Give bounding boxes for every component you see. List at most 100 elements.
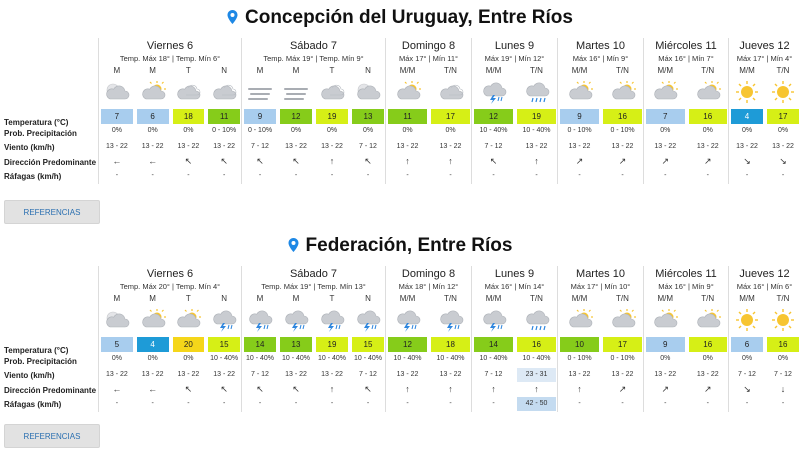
period-label: M (256, 294, 264, 303)
wind-direction-arrow: ↑ (448, 384, 453, 394)
references-button[interactable]: REFERENCIAS (4, 200, 100, 224)
partly-cloudy-icon (396, 81, 421, 100)
precipitation-cell: 0% (290, 127, 302, 134)
day-column-miercoles: Miércoles 11 Máx 16° | Mín 9° M/M 9 0% 13 - 2… (643, 266, 728, 412)
forecast-slot: M 12 0% 13 - 22 ↖ - (278, 38, 314, 184)
forecast-grid: Temperatura (°C) Prob. Precipitación Vient… (0, 38, 800, 188)
day-temps: Temp. Máx 20° | Temp. Mín 4° (119, 282, 221, 291)
precipitation-cell: 0% (702, 127, 713, 134)
day-column-sabado: Sábado 7 Temp. Máx 19° | Temp. Mín 13° M 14… (241, 266, 385, 412)
forecast-slot: M 13 10 - 40% 13 - 22 ↖ - (278, 266, 314, 412)
period-label: N (221, 294, 228, 303)
gust-cell: - (294, 172, 298, 179)
fog-icon (248, 88, 272, 100)
wind-cell: 13 - 22 (321, 143, 343, 150)
wind-cell: 13 - 22 (177, 371, 200, 378)
temperature-cell: 17 (603, 337, 642, 352)
wind-cell: 13 - 22 (105, 143, 128, 150)
day-column-miercoles: Miércoles 11 Máx 16° | Mín 7° M/M 7 0% 13 - 2… (643, 38, 728, 184)
forecast-slot: M/M 4 0% 13 - 22 ↘ - (729, 38, 765, 184)
day-temps: Máx 17° | Mín 10° (570, 282, 631, 291)
location-name: Federación, Entre Ríos (305, 235, 513, 256)
day-name: Domingo 8 (401, 268, 456, 280)
day-name: Jueves 12 (739, 40, 790, 52)
period-label: N (365, 66, 371, 75)
day-column-viernes: Viernes 6 Temp. Máx 18° | Temp. Mín 6° M 7 0… (98, 38, 241, 184)
temperature-cell: 9 (560, 109, 599, 124)
day-temps: Máx 16° | Mín 9° (658, 282, 714, 291)
forecast-slot: T 19 10 - 40% 13 - 22 ↑ - (314, 266, 350, 412)
period-label: M/M (571, 66, 588, 75)
partly-cloudy-icon (654, 309, 679, 328)
precipitation-cell: 0% (660, 355, 671, 362)
gust-cell: - (187, 172, 190, 179)
wind-cell: 13 - 22 (285, 371, 307, 378)
gust-cell: - (492, 172, 495, 179)
cloudy-icon (439, 84, 463, 100)
storm-icon (249, 310, 273, 332)
day-temps: Máx 19° | Mín 12° (484, 54, 545, 63)
precipitation-cell: 0 - 10% (610, 355, 635, 362)
partly-cloudy-icon (611, 309, 636, 328)
forecast-slot: N 15 10 - 40% 7 - 12 ↖ - (350, 266, 386, 412)
day-column-jueves: Jueves 12 Máx 17° | Mín 4° M/M 4 0% 13 - 22 ↘ -… (728, 38, 800, 184)
precipitation-cell: 0% (702, 355, 713, 362)
temperature-cell: 16 (517, 337, 556, 352)
period-label: T (329, 294, 335, 303)
wind-cell: 13 - 22 (141, 143, 164, 150)
day-name: Viernes 6 (146, 268, 194, 280)
wind-cell: 13 - 22 (396, 371, 419, 378)
gust-cell: - (781, 400, 785, 407)
precipitation-cell: 0 - 10% (610, 127, 635, 134)
sun-icon (736, 81, 758, 103)
row-label: Prob. Precipitación (4, 357, 77, 366)
forecast-slot: T/N 16 0% 13 - 22 ↗ - (687, 38, 730, 184)
gust-cell: - (745, 400, 749, 407)
wind-cell: 13 - 22 (105, 371, 128, 378)
wind-cell: 13 - 22 (213, 143, 236, 150)
precipitation-cell: 0 - 10% (212, 127, 237, 134)
precipitation-cell: 0% (362, 127, 374, 134)
wind-cell: 7 - 12 (251, 371, 269, 378)
wind-direction-arrow: ↖ (220, 156, 228, 166)
temperature-cell: 12 (474, 109, 513, 124)
forecast-slot: M 6 0% 13 - 22 ← - (135, 38, 171, 184)
day-name: Jueves 12 (739, 268, 790, 280)
wind-direction-arrow: ↘ (743, 156, 751, 166)
temperature-cell: 11 (208, 109, 240, 124)
temperature-cell: 15 (208, 337, 240, 352)
location-pin-icon (288, 238, 299, 252)
wind-cell: 13 - 22 (772, 143, 794, 150)
day-column-martes: Martes 10 Máx 16° | Mín 9° M/M 9 0 - 10% 13 -… (557, 38, 643, 184)
day-temps: Máx 16° | Mín 9° (572, 54, 629, 63)
storm-icon (439, 310, 463, 332)
partly-cloudy-icon (611, 81, 636, 100)
location-name: Concepción del Uruguay, Entre Ríos (245, 7, 573, 28)
period-label: T/N (444, 66, 457, 75)
gust-cell: - (449, 172, 452, 179)
temperature-cell: 7 (101, 109, 133, 124)
precipitation-cell: 10 - 40% (245, 355, 275, 362)
temperature-cell: 17 (431, 109, 470, 124)
forecast-slot: M 5 0% 13 - 22 ← - (99, 266, 135, 412)
gust-cell: - (492, 400, 495, 407)
temperature-cell: 19 (316, 337, 348, 352)
temperature-cell: 17 (767, 109, 799, 124)
references-button[interactable]: REFERENCIAS (4, 424, 100, 448)
wind-cell: 7 - 12 (359, 371, 377, 378)
forecast-slot: N 11 0 - 10% 13 - 22 ↖ - (206, 38, 242, 184)
row-label: Viento (km/h) (4, 143, 55, 152)
temperature-cell: 14 (244, 337, 276, 352)
temperature-cell: 9 (646, 337, 685, 352)
partly-cloudy-icon (568, 81, 593, 100)
temperature-cell: 14 (474, 337, 513, 352)
wind-cell: 13 - 22 (525, 143, 548, 150)
forecast-grid: Temperatura (°C) Prob. Precipitación Vient… (0, 266, 800, 416)
storm-icon (396, 310, 420, 332)
cloudy-icon (177, 84, 201, 100)
wind-direction-arrow: ← (148, 156, 158, 166)
gust-cell: - (578, 172, 581, 179)
day-column-martes: Martes 10 Máx 17° | Mín 10° M/M 10 0 - 10% 13… (557, 266, 643, 412)
wind-cell: 13 - 22 (396, 143, 419, 150)
day-name: Sábado 7 (289, 40, 338, 52)
